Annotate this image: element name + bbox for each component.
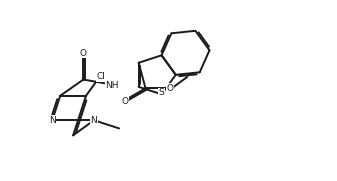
Text: Cl: Cl <box>97 72 106 81</box>
Text: S: S <box>159 88 164 97</box>
Text: N: N <box>49 116 56 125</box>
Text: O: O <box>166 84 174 93</box>
Text: O: O <box>121 97 128 106</box>
Text: N: N <box>91 116 97 125</box>
Text: O: O <box>80 49 87 58</box>
Text: NH: NH <box>105 81 119 90</box>
